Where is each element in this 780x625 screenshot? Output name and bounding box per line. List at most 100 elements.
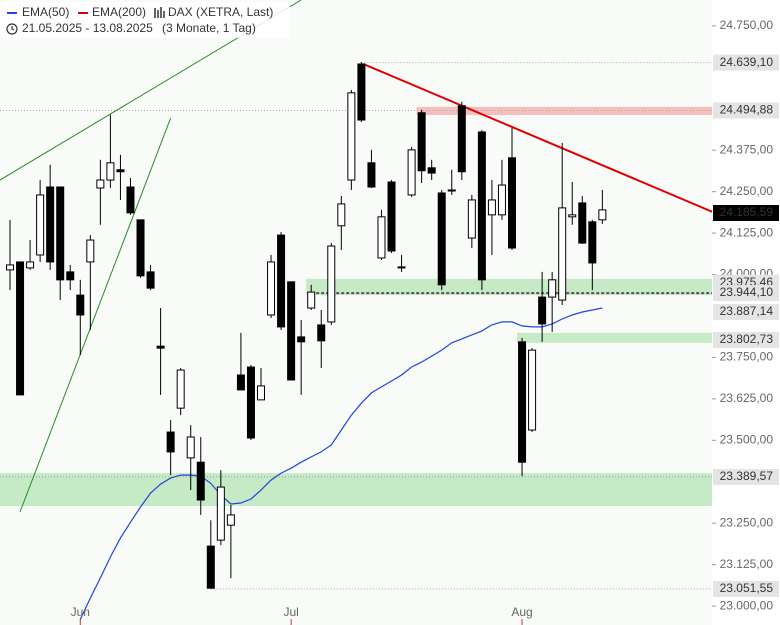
- zone: [0, 473, 712, 506]
- candle-body: [46, 186, 55, 263]
- candle-body: [317, 324, 326, 342]
- x-tick-label: Jul: [283, 605, 298, 619]
- period: (3 Monate, 1 Tag): [162, 21, 256, 35]
- candle-body: [126, 186, 135, 214]
- trendline: [363, 63, 712, 213]
- candle-body: [407, 149, 416, 196]
- clock-icon: [6, 23, 18, 35]
- y-tick-label: 24.375,00: [720, 142, 774, 156]
- candle-body: [257, 385, 265, 401]
- candle-body: [568, 214, 577, 218]
- candle-body: [377, 216, 386, 259]
- price-label: 23.944,10: [720, 285, 774, 299]
- price-label-box: [713, 331, 779, 348]
- candle-body: [106, 162, 115, 181]
- ema-line: [79, 307, 603, 620]
- candle-body: [427, 167, 436, 174]
- y-tick-label: 24.250,00: [720, 184, 774, 198]
- candle-body: [96, 179, 105, 189]
- chart-title: DAX (XETRA, Last): [168, 5, 273, 19]
- candle-body: [347, 92, 356, 181]
- candle-body: [196, 461, 205, 501]
- y-tick-label: 24.750,00: [720, 18, 774, 32]
- candle-body: [136, 219, 145, 277]
- candle-body: [116, 169, 125, 173]
- candle-body: [16, 261, 25, 396]
- candle-body: [437, 192, 446, 286]
- candle-body: [26, 261, 35, 269]
- candle-body: [518, 341, 527, 463]
- candle-body: [357, 63, 366, 121]
- candle-body: [548, 279, 557, 298]
- candle-body: [56, 186, 65, 281]
- trendline: [19, 117, 172, 513]
- candle-body: [558, 207, 567, 301]
- price-label-box: [713, 54, 779, 71]
- candle-body: [588, 221, 597, 264]
- candle-body: [267, 261, 276, 316]
- legend-bg: [0, 2, 290, 38]
- date-range: 21.05.2025 - 13.08.2025: [22, 21, 153, 35]
- price-label-box: [713, 205, 779, 222]
- y-tick-label: 23.750,00: [720, 350, 774, 364]
- candle-body: [337, 203, 346, 227]
- legend-label: EMA(50): [22, 5, 69, 19]
- candle-body: [66, 271, 75, 281]
- price-label: 24.185,59: [720, 205, 774, 219]
- price-label: 23.887,14: [720, 304, 774, 318]
- plot-area: [0, 0, 712, 625]
- legend: EMA(50) EMA(200) DAX (XETRA, Last) 21.05…: [0, 2, 290, 38]
- price-label-box: [713, 102, 779, 119]
- y-tick-label: 23.625,00: [720, 391, 774, 405]
- candle-body: [538, 296, 547, 325]
- candle-body: [297, 336, 306, 343]
- candle-body: [487, 199, 496, 216]
- candle-body: [367, 162, 376, 188]
- candle-body: [176, 369, 185, 409]
- candle-body: [216, 486, 225, 541]
- candle-body: [447, 189, 456, 192]
- candle-body: [578, 202, 587, 244]
- candle-body: [226, 514, 235, 526]
- x-tick-label: Aug: [511, 605, 532, 619]
- candle-body: [287, 281, 296, 381]
- candle-body: [86, 239, 95, 263]
- candle-body: [497, 184, 506, 216]
- price-label: 23.051,55: [720, 581, 774, 595]
- price-label-box: [713, 303, 779, 320]
- candle-body: [327, 245, 336, 323]
- candle-body: [417, 112, 426, 172]
- y-tick-label: 24.125,00: [720, 225, 774, 239]
- x-tick-label: Jun: [71, 605, 90, 619]
- candle-body: [277, 234, 286, 328]
- y-tick-label: 23.500,00: [720, 432, 774, 446]
- price-label: 24.639,10: [720, 55, 774, 69]
- clock-hand: [11, 26, 15, 31]
- candle-body: [36, 194, 45, 256]
- candle-body: [6, 264, 14, 271]
- y-axis: 24.750,0024.375,0024.250,0024.125,0024.0…: [712, 0, 780, 625]
- candle-body: [467, 199, 476, 239]
- price-label-box: [713, 285, 779, 302]
- zone: [306, 278, 712, 296]
- candle-body: [206, 545, 215, 589]
- candle-body: [508, 157, 516, 249]
- candle-body: [246, 366, 255, 439]
- y-tick-label: 23.000,00: [720, 598, 774, 612]
- instrument-icon: [154, 7, 165, 18]
- y-tick-label: 23.250,00: [720, 515, 774, 529]
- candle-body: [387, 181, 396, 252]
- candle-body: [397, 266, 406, 269]
- candle-body: [146, 271, 155, 289]
- candle-body: [477, 131, 486, 281]
- price-label: 24.494,88: [720, 103, 774, 117]
- candle-body: [457, 105, 466, 173]
- candle-body: [186, 436, 195, 459]
- price-label-box: [713, 581, 779, 598]
- price-label: 23.802,73: [720, 332, 774, 346]
- legend-label: EMA(200): [92, 5, 146, 19]
- candle-body: [307, 291, 316, 309]
- zone: [517, 332, 712, 343]
- price-label: 23.389,57: [720, 469, 774, 483]
